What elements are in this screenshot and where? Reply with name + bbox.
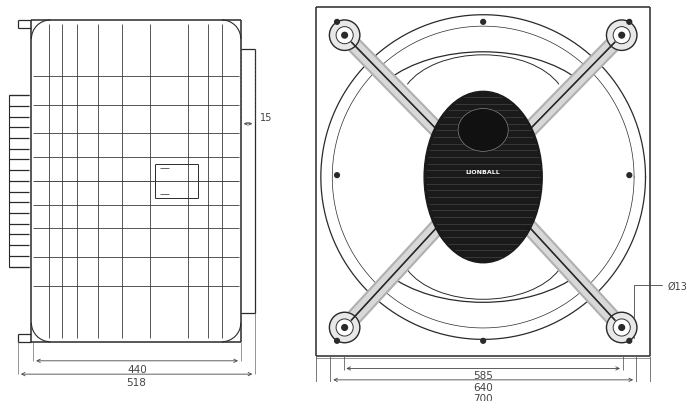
Text: Ø13: Ø13 xyxy=(634,281,688,338)
Circle shape xyxy=(329,312,360,343)
Circle shape xyxy=(627,20,632,25)
Circle shape xyxy=(613,28,630,45)
Circle shape xyxy=(335,20,340,25)
Ellipse shape xyxy=(458,109,508,152)
Circle shape xyxy=(606,312,637,343)
Ellipse shape xyxy=(424,92,542,263)
Circle shape xyxy=(336,28,353,45)
Circle shape xyxy=(335,173,340,178)
Circle shape xyxy=(342,325,347,330)
Circle shape xyxy=(619,325,624,330)
Text: 440: 440 xyxy=(127,364,147,374)
Text: LIONBALL: LIONBALL xyxy=(466,169,500,174)
Circle shape xyxy=(481,20,486,25)
Text: 700: 700 xyxy=(473,393,493,401)
Circle shape xyxy=(329,21,360,51)
Text: 585: 585 xyxy=(473,371,493,381)
Circle shape xyxy=(481,338,486,343)
Circle shape xyxy=(606,21,637,51)
Text: 15: 15 xyxy=(260,113,272,123)
Circle shape xyxy=(335,338,340,343)
Circle shape xyxy=(336,319,353,336)
Circle shape xyxy=(619,33,624,39)
Circle shape xyxy=(627,338,632,343)
Circle shape xyxy=(342,33,347,39)
Text: 640: 640 xyxy=(473,382,493,392)
Circle shape xyxy=(613,319,630,336)
Text: 518: 518 xyxy=(127,377,147,387)
Circle shape xyxy=(627,173,632,178)
